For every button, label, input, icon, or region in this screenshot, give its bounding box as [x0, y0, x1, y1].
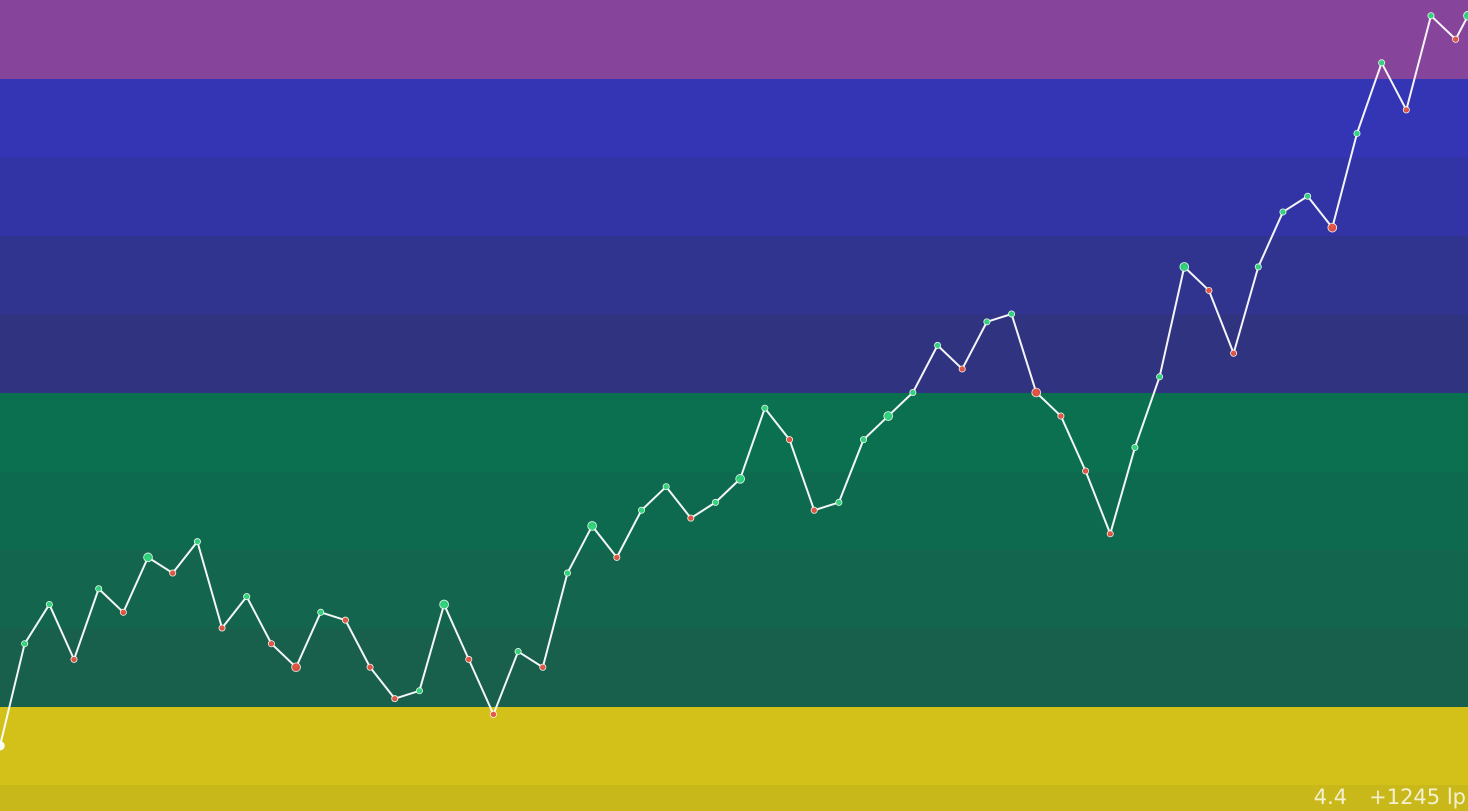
rating-point	[1327, 222, 1338, 233]
rating-point	[1402, 106, 1410, 114]
rating-point	[1378, 59, 1386, 67]
rating-point	[45, 600, 53, 608]
rating-point	[0, 740, 5, 751]
rating-point	[169, 569, 177, 577]
rating-point	[563, 569, 571, 577]
rank-band	[0, 628, 1468, 707]
rating-point	[317, 608, 325, 616]
rating-point	[1254, 263, 1262, 271]
rank-band	[0, 392, 1468, 472]
rating-point	[1353, 129, 1361, 137]
rating-point	[934, 341, 942, 349]
rating-point	[786, 436, 794, 444]
rating-point	[21, 640, 29, 648]
rank-band	[0, 0, 1468, 79]
footer-band-layer	[0, 785, 1468, 811]
rating-value: 4.4	[1313, 785, 1348, 809]
rank-band	[0, 706, 1468, 786]
rating-point	[193, 538, 201, 546]
rating-point	[267, 640, 275, 648]
rank-band	[0, 471, 1468, 550]
rating-point	[539, 663, 547, 671]
lp-change-value: +1245 lp	[1369, 785, 1466, 809]
rating-point	[95, 585, 103, 593]
rating-point	[1106, 530, 1114, 538]
rating-point	[883, 411, 894, 421]
rating-point	[909, 388, 917, 396]
rating-point	[1156, 373, 1164, 381]
rating-point	[243, 593, 251, 601]
rating-point	[1179, 262, 1190, 272]
rating-point	[70, 655, 78, 663]
rating-point	[1031, 387, 1042, 398]
status-bar: 4.4 +1245 lp	[1314, 783, 1468, 811]
rank-band-layer	[0, 0, 1468, 786]
rating-point	[1279, 208, 1287, 216]
rank-band	[0, 314, 1468, 393]
rating-point	[439, 599, 449, 610]
rating-point	[489, 710, 497, 718]
rating-point	[735, 474, 745, 484]
rating-point	[613, 553, 621, 561]
rank-band	[0, 157, 1468, 236]
rating-point	[958, 365, 966, 373]
footer-band	[0, 785, 1468, 811]
rating-point	[810, 506, 818, 514]
rank-band	[0, 235, 1468, 315]
rating-point	[143, 552, 153, 563]
rating-point	[860, 436, 868, 444]
rating-point	[1008, 310, 1016, 318]
rating-point	[1230, 349, 1238, 357]
rating-point	[587, 521, 597, 531]
rank-band	[0, 78, 1468, 158]
rating-point	[1205, 286, 1213, 294]
rating-point	[1304, 192, 1312, 200]
rating-point	[366, 663, 374, 671]
rating-point	[218, 624, 226, 632]
rating-point	[687, 514, 695, 522]
rating-point	[514, 648, 522, 656]
rating-point	[1057, 412, 1065, 420]
rating-point	[391, 695, 399, 703]
rating-point	[835, 498, 843, 506]
rating-point	[637, 506, 645, 514]
rating-point	[119, 608, 127, 616]
rating-point	[1131, 443, 1139, 451]
rating-point	[341, 616, 349, 624]
rank-band	[0, 549, 1468, 629]
rating-point	[1082, 467, 1090, 475]
series-point-layer	[0, 10, 1468, 751]
rating-point	[291, 662, 301, 673]
rating-point	[465, 655, 473, 663]
rating-point	[711, 498, 719, 506]
rating-point	[1427, 12, 1435, 20]
rating-point	[983, 318, 991, 326]
rating-point	[761, 404, 769, 412]
rating-point	[1452, 35, 1460, 43]
rating-point	[415, 687, 423, 695]
rating-point	[662, 483, 670, 491]
